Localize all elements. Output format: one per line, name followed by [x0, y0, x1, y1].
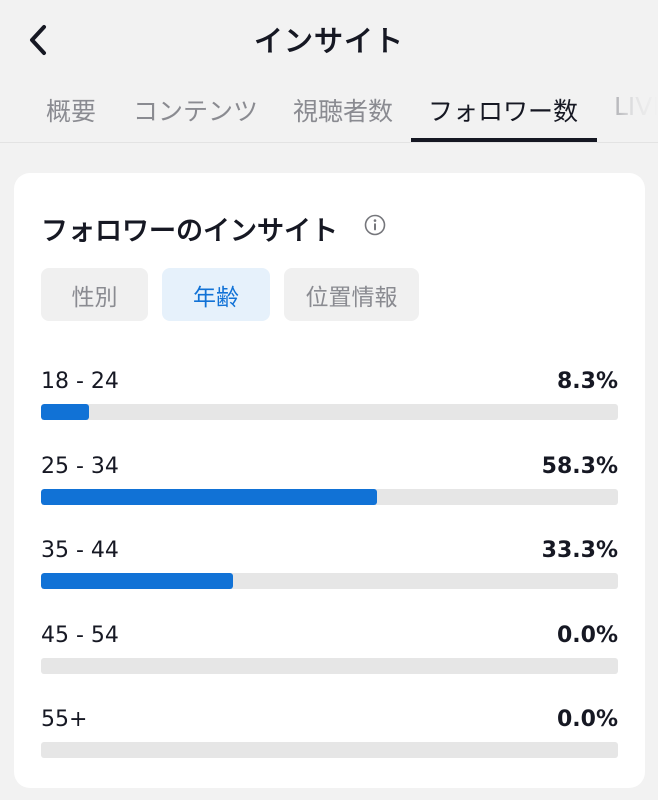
tab-content[interactable]: コンテンツ	[133, 97, 259, 126]
back-button[interactable]	[18, 20, 58, 60]
age-bar-track	[41, 489, 618, 505]
follower-insights-card: フォロワーのインサイト 性別 年齢 位置情報 18 - 24 8.3% 25 -…	[14, 173, 645, 788]
age-bar-fill	[41, 404, 89, 420]
age-range-percent: 0.0%	[556, 623, 618, 648]
header-divider	[0, 142, 658, 143]
age-row: 18 - 24 8.3%	[41, 369, 618, 429]
age-bar-fill	[41, 489, 378, 505]
age-bar-track	[41, 658, 618, 674]
age-bar-track	[41, 573, 618, 589]
page-title: インサイト	[253, 24, 404, 58]
age-row: 35 - 44 33.3%	[41, 538, 618, 598]
age-range-label: 45 - 54	[41, 623, 119, 648]
app-header: インサイト	[0, 0, 658, 78]
card-title: フォロワーのインサイト	[41, 216, 338, 247]
age-row: 25 - 34 58.3%	[41, 454, 618, 514]
age-range-label: 55+	[41, 707, 88, 732]
age-bar-track	[41, 404, 618, 420]
age-range-label: 25 - 34	[41, 454, 119, 479]
age-row: 55+ 0.0%	[41, 707, 618, 767]
age-range-percent: 0.0%	[556, 707, 618, 732]
chevron-left-icon	[30, 25, 46, 55]
age-range-percent: 8.3%	[556, 369, 618, 394]
segment-gender[interactable]: 性別	[41, 268, 148, 321]
tab-live[interactable]: LIVE	[614, 92, 658, 121]
age-range-percent: 58.3%	[541, 454, 618, 479]
age-row: 45 - 54 0.0%	[41, 623, 618, 683]
active-tab-indicator	[411, 138, 597, 142]
tab-bar: 概要 コンテンツ 視聴者数 フォロワー数 LIVE	[0, 78, 658, 142]
tab-viewers[interactable]: 視聴者数	[293, 97, 394, 126]
age-bar-fill	[41, 573, 234, 589]
segment-location[interactable]: 位置情報	[284, 268, 419, 321]
tab-followers[interactable]: フォロワー数	[428, 97, 579, 126]
age-bar-track	[41, 742, 618, 758]
tab-overview[interactable]: 概要	[46, 97, 97, 126]
segment-age[interactable]: 年齢	[162, 268, 270, 321]
info-icon[interactable]	[364, 214, 386, 236]
age-range-label: 18 - 24	[41, 369, 119, 394]
age-range-percent: 33.3%	[541, 538, 618, 563]
age-range-label: 35 - 44	[41, 538, 119, 563]
